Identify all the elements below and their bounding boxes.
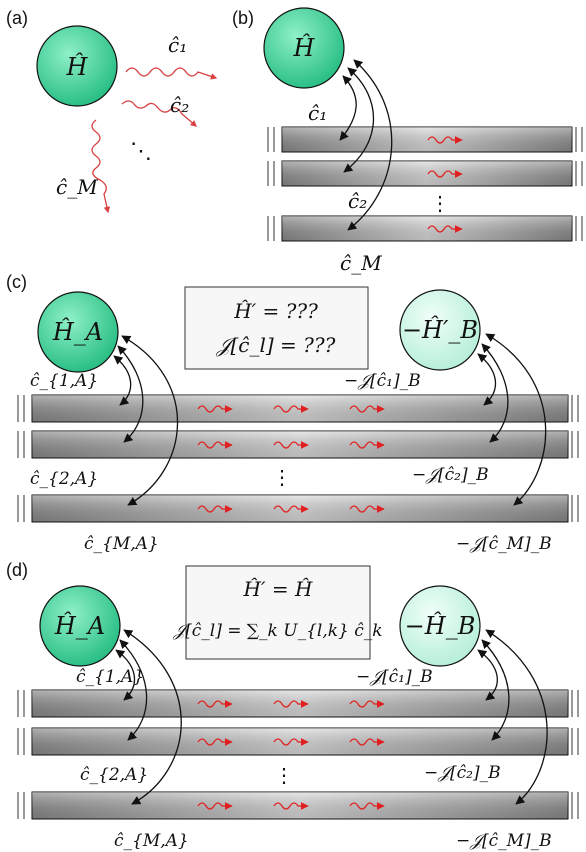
waveguide-M [17, 494, 579, 523]
waveguide-1 [17, 394, 579, 423]
J1-label: −𝒥[ĉ₁]_B [356, 667, 433, 687]
emission-wave-M [91, 119, 111, 214]
dots-label: ⋮ [430, 191, 450, 215]
hamiltonian-A-label: Ĥ_A [52, 317, 103, 346]
dots-label: ⋮ [274, 763, 294, 787]
cMA-label: ĉ_{M,A} [114, 831, 189, 851]
unknown-box [184, 286, 369, 370]
dots-label: ⋱ [130, 139, 152, 164]
dots-label: ⋮ [272, 465, 292, 489]
system-A-circle [37, 291, 119, 373]
system-circle [36, 25, 118, 107]
c1-label: ĉ₁ [308, 101, 327, 125]
panel-b-label: (b) [232, 8, 254, 28]
coupling-B-M [485, 333, 547, 506]
panel-b: (b) Ĥ ĉ₁ ĉ₂ ĉ_M [232, 7, 583, 275]
c2A-label: ĉ_{2,A} [80, 765, 148, 785]
hamiltonian-B-label: −Ĥ′_B [402, 315, 478, 344]
waveguide-2 [17, 430, 579, 459]
c2-label: ĉ₂ [170, 93, 189, 117]
panel-d-label: (d) [6, 560, 28, 580]
J1-label: −𝒥[ĉ₁]_B [344, 371, 421, 391]
hamiltonian-A-label: Ĥ_A [54, 611, 105, 640]
emission-wave-2 [121, 100, 197, 127]
panel-c: (c) Ĥ_A −Ĥ′_B Ĥ′ = ??? 𝒥[ĉ_l] = ??? [6, 272, 579, 554]
hamiltonian-label: Ĥ [66, 52, 89, 81]
box-line-2: 𝒥[ĉ_l] = ??? [216, 333, 336, 357]
coupling-A-M [123, 629, 182, 805]
JM-label: −𝒥[ĉ_M]_B [456, 831, 552, 851]
coupling-B-2 [481, 343, 509, 443]
waveguide-1 [17, 689, 579, 718]
cM-label: ĉ_M [340, 251, 382, 275]
J2-label: −𝒥[ĉ₂]_B [424, 763, 501, 783]
hamiltonian-B-label: −Ĥ_B [405, 611, 476, 640]
c1A-label: ĉ_{1,A} [76, 667, 144, 687]
emission-wave-1 [125, 67, 218, 80]
coupling-arrow-M [347, 59, 393, 231]
cMA-label: ĉ_{M,A} [84, 534, 159, 554]
box-line-1: Ĥ′ = ??? [233, 299, 318, 323]
solution-box [185, 565, 371, 660]
waveguide-M [17, 791, 579, 820]
JM-label: −𝒥[ĉ_M]_B [456, 534, 552, 554]
system-A-circle [39, 585, 121, 667]
box-line-2: 𝒥[ĉ_l] = ∑_k U_{l,k} ĉ_k [172, 621, 382, 641]
c1-label: ĉ₁ [168, 33, 187, 57]
panel-c-label: (c) [6, 272, 27, 292]
system-B-circle [399, 289, 481, 371]
waveguide-2 [267, 160, 583, 187]
panel-a-label: (a) [6, 8, 28, 28]
hamiltonian-label: Ĥ [293, 33, 316, 62]
panel-a: (a) Ĥ ĉ₁ ĉ₂ ĉ_M ⋱ [6, 8, 218, 214]
system-B-circle [399, 585, 481, 667]
box-line-1: Ĥ′ = Ĥ [243, 577, 313, 601]
c2-label: ĉ₂ [348, 189, 367, 213]
coupling-A-M [121, 335, 179, 506]
cM-label: ĉ_M [56, 175, 98, 199]
c1A-label: ĉ_{1,A} [30, 371, 98, 391]
waveguide-M [267, 215, 583, 242]
c2A-label: ĉ_{2,A} [30, 469, 98, 489]
system-circle [263, 7, 345, 89]
waveguide-1 [267, 126, 583, 153]
J2-label: −𝒥[ĉ₂]_B [412, 465, 489, 485]
coupling-B-M [485, 629, 548, 805]
waveguide-2 [17, 727, 579, 756]
panel-d: (d) Ĥ_A −Ĥ_B Ĥ′ = Ĥ 𝒥[ĉ_l] = ∑_k U_{l,k}… [6, 560, 579, 851]
coupling-A-2 [117, 345, 144, 443]
